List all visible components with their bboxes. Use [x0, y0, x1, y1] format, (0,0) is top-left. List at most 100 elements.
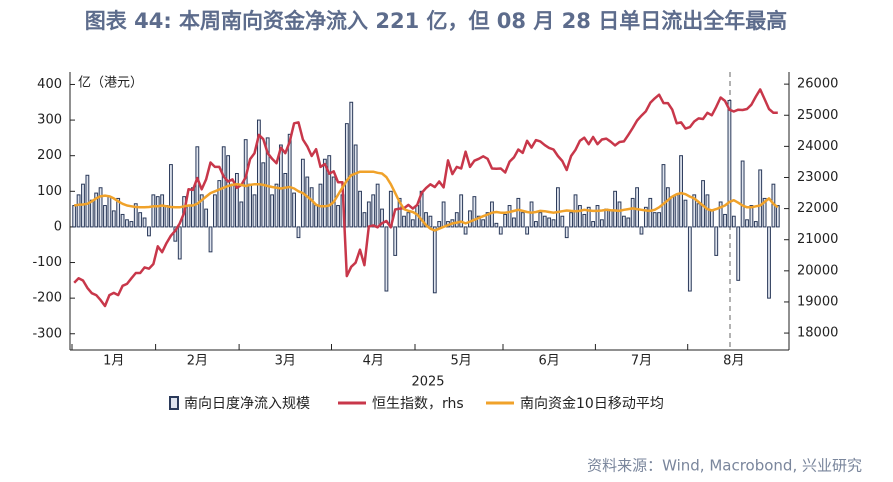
bar [520, 212, 525, 228]
bar [534, 221, 538, 228]
bar [314, 205, 318, 228]
y-tick-label: 400 [37, 77, 62, 92]
bar [261, 162, 266, 228]
bar [278, 144, 283, 228]
bar [481, 219, 486, 228]
bar [349, 101, 354, 228]
bar [463, 226, 468, 235]
bar [120, 213, 125, 228]
bar [248, 183, 253, 228]
y-tick-label: 0 [54, 219, 62, 234]
bar [265, 137, 270, 228]
bar [397, 197, 402, 228]
bar [384, 226, 389, 292]
bar [230, 183, 235, 228]
y2-tick-label: 19000 [797, 294, 838, 309]
legend-label: 恒生指数，rhs [372, 396, 464, 412]
bar [256, 119, 261, 228]
bar [177, 226, 182, 260]
bar [542, 215, 547, 228]
bar [547, 217, 552, 228]
bar [472, 196, 477, 228]
bar [485, 212, 490, 228]
bar [432, 226, 437, 294]
bar [731, 215, 736, 228]
bar [437, 221, 442, 228]
bar [630, 197, 635, 228]
bar [402, 215, 406, 228]
bar [569, 212, 574, 228]
bar [296, 226, 301, 239]
bar [129, 221, 134, 228]
y2-tick-label: 23000 [797, 170, 838, 185]
bar [239, 201, 244, 228]
bar [696, 203, 701, 228]
bar [740, 160, 745, 228]
bar [336, 205, 340, 228]
bar [753, 221, 758, 228]
bar [626, 217, 631, 228]
bar [155, 196, 160, 228]
bar [98, 187, 103, 228]
y2-tick-label: 22000 [797, 201, 838, 216]
x-tick-label: 3月 [275, 354, 296, 369]
bar [160, 194, 165, 228]
bar [142, 217, 147, 228]
y2-tick-label: 24000 [797, 139, 838, 154]
bar [709, 210, 714, 228]
bar [516, 197, 521, 228]
bar [371, 194, 376, 228]
bar [125, 219, 129, 228]
bar [76, 194, 81, 228]
y-tick-label: 300 [37, 113, 62, 128]
bar [679, 155, 683, 228]
y-axis-label: 亿（港元） [78, 76, 143, 91]
bar [621, 215, 626, 228]
bar [213, 194, 217, 228]
bar [683, 199, 688, 228]
bar [503, 213, 508, 228]
bar [476, 215, 481, 228]
bar [164, 205, 169, 228]
bar [217, 180, 222, 228]
chart-title: 图表 44: 本周南向资金净流入 221 亿，但 08 月 28 日单日流出全年… [85, 9, 787, 33]
bar [344, 123, 349, 228]
y2-tick-label: 26000 [797, 77, 838, 92]
y-tick-label: 100 [37, 184, 62, 199]
bar [410, 219, 415, 228]
legend-label: 南向日度净流入规模 [184, 396, 310, 412]
bar [665, 187, 670, 228]
bar [94, 192, 99, 228]
month-ticks [71, 344, 689, 350]
x-tick-label: 8月 [723, 354, 744, 369]
bar [758, 169, 763, 228]
bar [287, 133, 292, 228]
y2-tick-label: 18000 [797, 326, 838, 341]
bar [507, 205, 512, 228]
y2-tick-label: 21000 [797, 232, 838, 247]
bar [718, 201, 723, 228]
y2-tick-label: 25000 [797, 108, 838, 123]
bar [252, 194, 257, 228]
bar [186, 205, 191, 228]
bar [635, 187, 639, 228]
x-tick-label: 5月 [451, 354, 472, 369]
bar [441, 201, 446, 228]
x-tick-label: 7月 [631, 354, 652, 369]
bar [406, 212, 411, 228]
bar [424, 212, 428, 228]
bar [327, 155, 332, 228]
legend-label: 南向资金10日移动平均 [520, 396, 664, 412]
bar [138, 212, 143, 228]
bar [674, 194, 679, 228]
bar [529, 201, 534, 228]
bar [604, 208, 609, 228]
bar [498, 226, 503, 235]
x-axis-label: 2025 [411, 375, 444, 390]
bar [195, 146, 200, 228]
bar [582, 213, 587, 228]
bar [274, 183, 279, 228]
bar [657, 212, 661, 228]
bar [393, 226, 398, 256]
